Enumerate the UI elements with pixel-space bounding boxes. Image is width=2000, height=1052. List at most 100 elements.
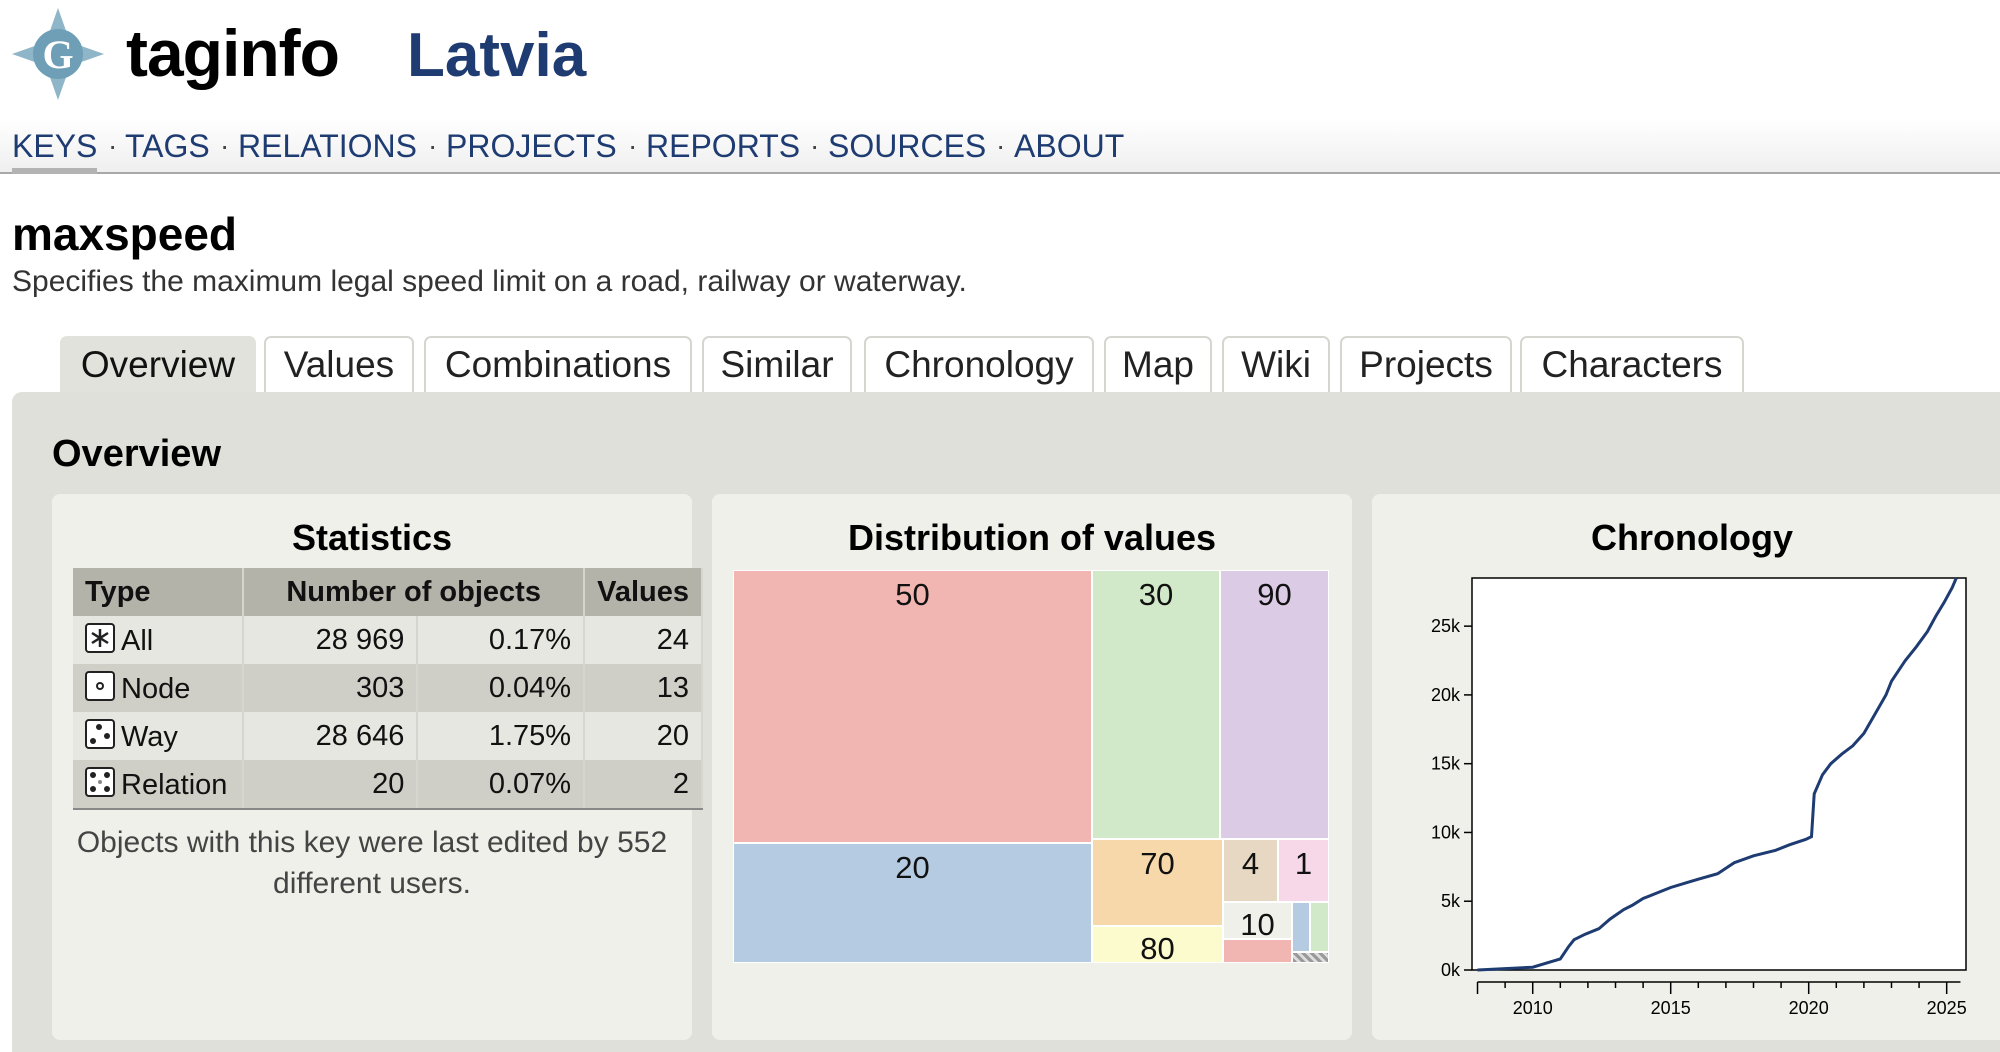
y-tick-label: 25k [1431, 616, 1461, 636]
treemap-label: 70 [1140, 846, 1175, 881]
y-tick-label: 10k [1431, 822, 1461, 842]
treemap-cell[interactable]: 1 [1278, 839, 1329, 902]
tab-map[interactable]: Map [1104, 336, 1212, 392]
object-count: 303 [243, 664, 419, 712]
tab-wiki[interactable]: Wiki [1222, 336, 1330, 392]
type-cell: Relation [73, 760, 245, 810]
treemap-cell[interactable]: 4 [1223, 839, 1278, 902]
object-percent: 1.75% [417, 712, 586, 760]
treemap-cell-other[interactable] [1292, 952, 1329, 963]
table-header-row: Type Number of objects Values [73, 568, 703, 616]
type-label: All [121, 624, 154, 657]
nav-about[interactable]: ABOUT [1014, 128, 1125, 164]
type-label: Way [121, 720, 178, 753]
table-row: Way 28 646 1.75% 20 [73, 712, 703, 760]
treemap-cell[interactable] [1292, 902, 1310, 952]
tab-chronology[interactable]: Chronology [864, 336, 1094, 392]
value-count[interactable]: 13 [584, 664, 703, 712]
chronology-box: Chronology 0k 5k 10k 15k 20k 25k 2010 2015 2020… [1372, 494, 2000, 1040]
statistics-title: Statistics [291, 517, 453, 558]
treemap-label: 50 [895, 577, 930, 612]
nav-relations[interactable]: RELATIONS [238, 128, 417, 164]
page-title: maxspeed [12, 208, 238, 260]
object-percent: 0.04% [417, 664, 586, 712]
header: G taginfo Latvia [0, 0, 2000, 100]
y-tick-label: 20k [1431, 685, 1461, 705]
nav-separator: · [996, 130, 1006, 161]
nav-sources[interactable]: SOURCES [828, 128, 987, 164]
object-count: 28 969 [243, 616, 419, 664]
tab-values[interactable]: Values [264, 336, 414, 392]
y-tick-label: 15k [1431, 754, 1461, 774]
header-values: Values [584, 568, 703, 616]
treemap-cell[interactable]: 90 [1220, 570, 1329, 839]
object-percent: 0.17% [417, 616, 586, 664]
users-text: Objects with this key were last edited b… [76, 826, 668, 900]
x-tick-label: 2015 [1651, 998, 1691, 1018]
treemap-label: 90 [1257, 577, 1292, 612]
treemap-cell[interactable]: 70 [1092, 839, 1223, 926]
treemap-cell[interactable] [1223, 939, 1292, 963]
type-cell: All [73, 616, 245, 664]
x-tick-label: 2010 [1513, 998, 1553, 1018]
tab-projects[interactable]: Projects [1340, 336, 1512, 392]
distribution-box: Distribution of values 50 20 30 90 70 80… [712, 494, 1352, 1040]
treemap-cell[interactable]: 50 [733, 570, 1092, 843]
chronology-title: Chronology [1591, 517, 1793, 558]
treemap-label: 1 [1294, 846, 1313, 881]
plot-area [1471, 577, 1967, 971]
nav-reports[interactable]: REPORTS [646, 128, 801, 164]
type-cell: Way [73, 712, 245, 760]
x-tick-label: 2020 [1789, 998, 1829, 1018]
nav-separator: · [428, 130, 438, 161]
nav-keys[interactable]: KEYS [12, 126, 98, 174]
site-name[interactable]: taginfo [126, 16, 340, 90]
nav-separator: · [628, 130, 638, 161]
distribution-treemap: 50 20 30 90 70 80 4 1 10 [733, 570, 1329, 963]
value-count[interactable]: 24 [584, 616, 703, 664]
table-row: All 28 969 0.17% 24 [73, 616, 703, 664]
treemap-cell[interactable] [1310, 902, 1329, 952]
treemap-cell[interactable]: 10 [1223, 902, 1292, 939]
taginfo-logo-icon[interactable]: G [10, 6, 106, 102]
x-tick-label: 2025 [1927, 998, 1967, 1018]
value-count[interactable]: 2 [584, 760, 703, 810]
country-name: Latvia [407, 21, 587, 90]
treemap-cell[interactable]: 30 [1092, 570, 1220, 839]
type-label: Node [121, 672, 191, 705]
tab-characters[interactable]: Characters [1520, 336, 1744, 392]
distribution-title: Distribution of values [847, 517, 1217, 558]
table-row: Node 303 0.04% 13 [73, 664, 703, 712]
statistics-box: Statistics Type Number of objects Values… [52, 494, 703, 1040]
nav-projects[interactable]: PROJECTS [446, 128, 617, 164]
treemap-label: 80 [1140, 931, 1175, 963]
type-cell: Node [73, 664, 245, 712]
object-count: 20 [243, 760, 419, 810]
statistics-table: Type Number of objects Values All 28 969… [73, 568, 703, 810]
tab-overview[interactable]: Overview [60, 336, 256, 392]
treemap-label: 30 [1138, 577, 1174, 612]
header-number-of-objects: Number of objects [243, 568, 586, 616]
x-axis: 2010 2015 2020 2025 [1476, 981, 1967, 1018]
treemap-cell[interactable]: 80 [1092, 926, 1223, 963]
main-nav: KEYS · TAGS · RELATIONS · PROJECTS · REP… [0, 118, 2000, 174]
object-count: 28 646 [243, 712, 419, 760]
nav-separator: · [810, 130, 820, 161]
tab-combinations[interactable]: Combinations [424, 336, 692, 392]
way-icon [85, 718, 115, 749]
tab-similar[interactable]: Similar [702, 336, 852, 392]
logo-letter: G [42, 32, 73, 77]
y-axis: 0k 5k 10k 15k 20k 25k [1431, 616, 1472, 980]
treemap-cell[interactable]: 20 [733, 843, 1092, 963]
object-percent: 0.07% [417, 760, 586, 810]
nav-tags[interactable]: TAGS [125, 128, 210, 164]
all-icon [85, 622, 115, 653]
chronology-line [1477, 577, 1958, 972]
treemap-label: 20 [895, 850, 930, 885]
relation-icon [85, 766, 115, 797]
value-count[interactable]: 20 [584, 712, 703, 760]
node-icon [85, 670, 115, 701]
table-row: Relation 20 0.07% 2 [73, 760, 703, 810]
y-tick-label: 5k [1441, 891, 1461, 911]
treemap-label: 4 [1241, 846, 1260, 881]
